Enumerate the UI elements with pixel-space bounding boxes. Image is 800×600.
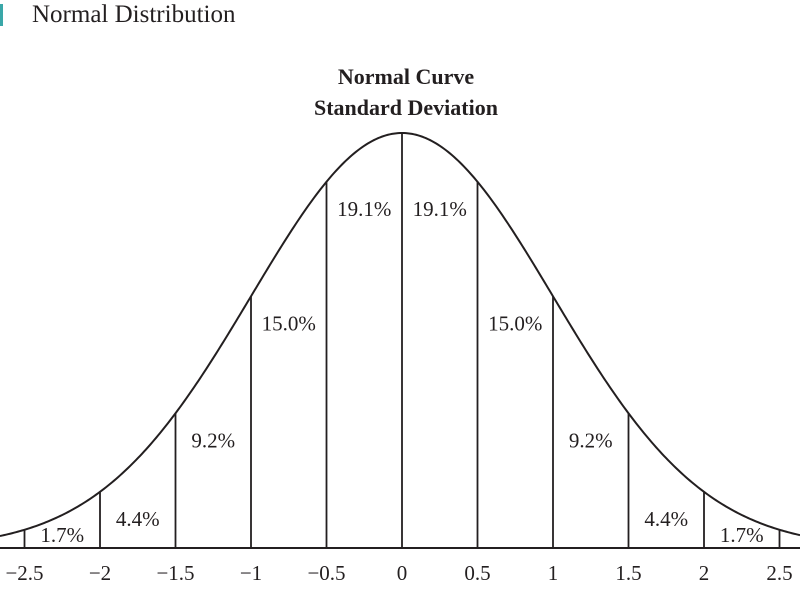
chart-title-line-2: Standard Deviation xyxy=(314,95,498,120)
x-tick-label: −2.5 xyxy=(5,561,43,585)
segment-label-1: 4.4% xyxy=(116,507,160,531)
x-tick-label: −2 xyxy=(89,561,111,585)
segment-label-7: 9.2% xyxy=(569,428,613,452)
x-tick-label: −1.5 xyxy=(156,561,194,585)
segment-label-6: 15.0% xyxy=(488,311,542,335)
x-tick-label: 0.5 xyxy=(464,561,490,585)
page-title: Normal Distribution xyxy=(32,1,236,28)
header-accent-bar xyxy=(0,4,3,26)
x-tick-label: −0.5 xyxy=(307,561,345,585)
segment-label-3: 15.0% xyxy=(262,311,316,335)
x-tick-label: 1.5 xyxy=(615,561,641,585)
x-tick-label: 2.5 xyxy=(766,561,792,585)
x-tick-label: 0 xyxy=(397,561,408,585)
segment-label-5: 19.1% xyxy=(413,197,467,221)
x-tick-label: 2 xyxy=(699,561,710,585)
chart-marks: −2.5 −2 −1.5 −1 −0.5 0 0.5 1 1.5 2 2.51.7%4.4%9.2%… xyxy=(0,131,800,585)
normal-curve-line xyxy=(0,131,800,537)
segment-label-9: 1.7% xyxy=(720,523,764,547)
x-tick-label: 1 xyxy=(548,561,559,585)
x-tick-label: −1 xyxy=(240,561,262,585)
segment-label-8: 4.4% xyxy=(644,507,688,531)
chart-title-line-1: Normal Curve xyxy=(338,64,474,89)
segment-label-4: 19.1% xyxy=(337,197,391,221)
segment-label-2: 9.2% xyxy=(191,428,235,452)
segment-label-0: 1.7% xyxy=(40,523,84,547)
